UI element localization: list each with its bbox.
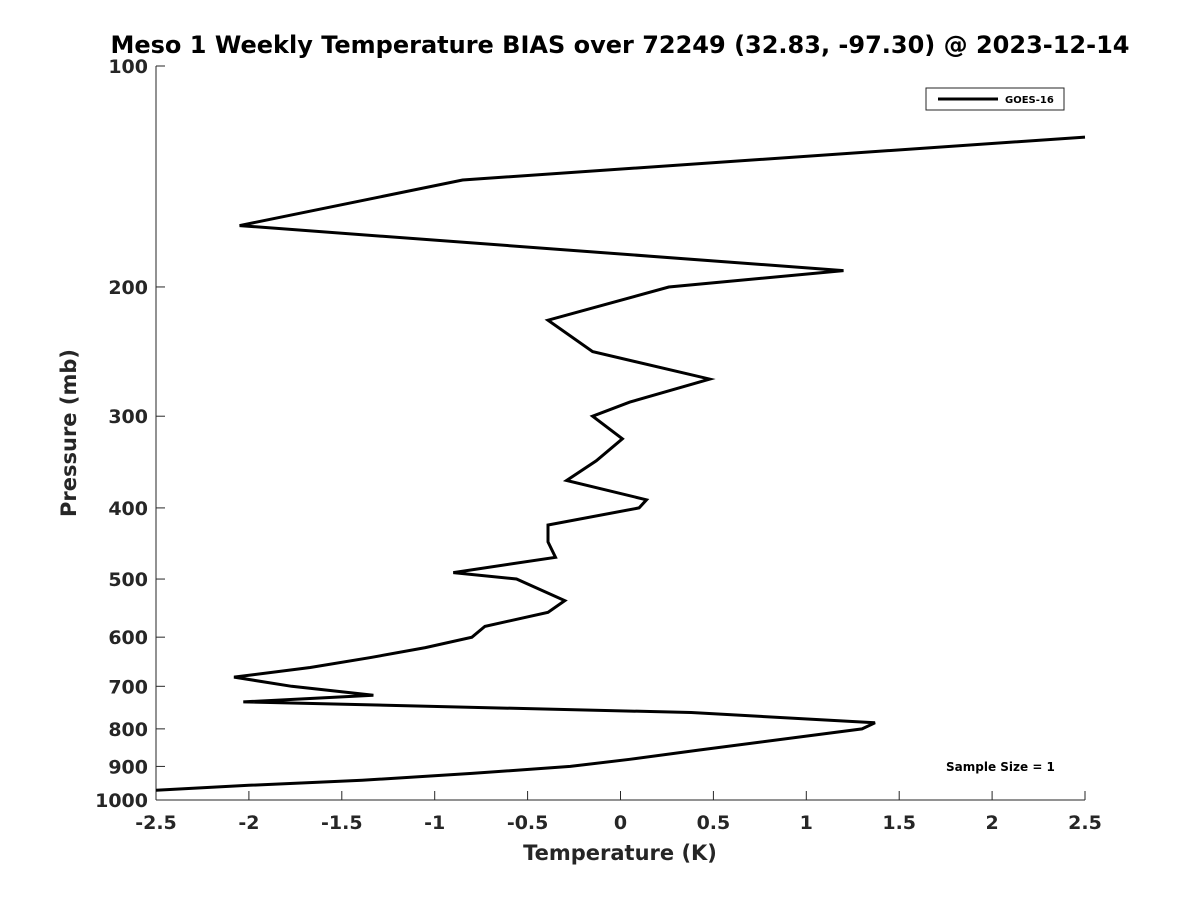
series-layer	[155, 135, 1086, 792]
x-tick-label: -0.5	[507, 812, 549, 834]
x-tick-label: 1.5	[882, 812, 916, 834]
x-tick-label: 1	[800, 812, 813, 834]
x-tick-label: -1.5	[321, 812, 363, 834]
y-tick-label: 900	[108, 756, 148, 778]
x-tick-label: 0.5	[697, 812, 731, 834]
x-axis-ticks: -2.5 -2 -1.5 -1 -0.5 0 0.5 1 1.5 2 2.5	[135, 791, 1102, 834]
y-tick-label: 100	[108, 56, 148, 78]
y-tick-label: 400	[108, 498, 148, 520]
y-axis-ticks: 100 200 300 400 500 600 700 800 900 1000	[95, 56, 165, 812]
x-tick-label: -2	[238, 812, 259, 834]
y-tick-label: 600	[108, 627, 148, 649]
x-tick-label: -1	[424, 812, 445, 834]
chart-title: Meso 1 Weekly Temperature BIAS over 7224…	[110, 31, 1129, 59]
y-tick-label: 500	[108, 569, 148, 591]
sample-size-annotation: Sample Size = 1	[946, 760, 1055, 774]
x-tick-label: 2	[985, 812, 998, 834]
y-tick-label: 800	[108, 719, 148, 741]
x-tick-label: -2.5	[135, 812, 177, 834]
legend: GOES-16	[925, 87, 1065, 111]
y-axis-label: Pressure (mb)	[57, 349, 81, 517]
legend-label-goes-16: GOES-16	[1005, 95, 1054, 106]
y-tick-label: 700	[108, 676, 148, 698]
y-tick-label: 1000	[95, 790, 148, 812]
x-tick-label: 0	[614, 812, 627, 834]
x-tick-label: 2.5	[1068, 812, 1102, 834]
y-tick-label: 200	[108, 277, 148, 299]
x-axis-label: Temperature (K)	[523, 841, 717, 865]
y-tick-label: 300	[108, 406, 148, 428]
series-line-goes-16	[155, 135, 1086, 792]
plot-axes	[155, 66, 1085, 801]
